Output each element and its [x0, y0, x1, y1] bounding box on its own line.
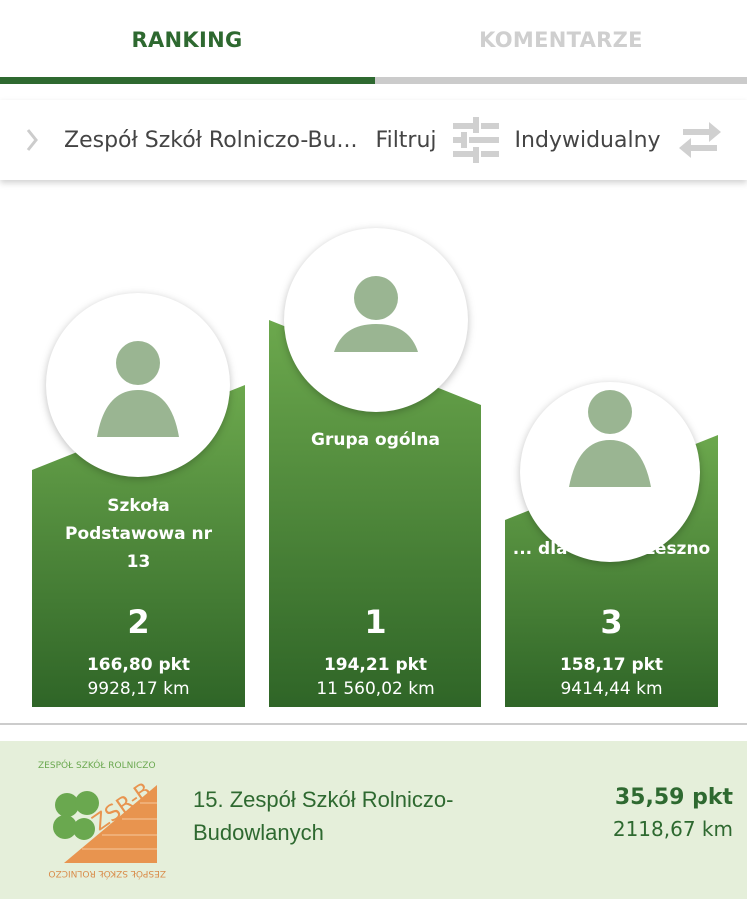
- podium-name-3: ... dla miasta Leszno: [512, 539, 711, 559]
- tab-komentarze[interactable]: KOMENTARZE: [479, 28, 643, 52]
- school-logo: ZESPÓŁ SZKÓŁ ROLNICZO ZESPÓŁ SZKÓŁ ROLNI…: [38, 759, 166, 880]
- swap-arrows-icon[interactable]: [677, 120, 723, 160]
- podium-name-2: Szkoła Podstawowa nr 13: [65, 496, 212, 572]
- current-school-km: 2118,67 km: [612, 817, 733, 841]
- sliders-icon[interactable]: [451, 115, 501, 165]
- current-school-row[interactable]: ZESPÓŁ SZKÓŁ ROLNICZO ZESPÓŁ SZKÓŁ ROLNI…: [0, 741, 747, 899]
- podium-km-3: 9414,44 km: [560, 679, 663, 699]
- tab-bar: RANKING KOMENTARZE: [0, 0, 747, 84]
- podium-points-3: 158,17 pkt: [559, 655, 664, 675]
- podium-rank-1: 1: [364, 603, 387, 641]
- podium-block-1: [269, 320, 481, 707]
- mode-selector[interactable]: Indywidualny: [514, 127, 661, 153]
- current-school-points: 35,59 pkt: [614, 785, 733, 810]
- podium-block-2: [32, 385, 245, 707]
- podium-name-1: Grupa ogólna: [311, 430, 440, 450]
- filter-bar: Zespół Szkół Rolniczo-Bu... Filtruj Indy…: [0, 100, 747, 180]
- avatar-2[interactable]: [46, 293, 230, 477]
- podium-rank-3: 3: [600, 603, 623, 641]
- podium-km-2: 9928,17 km: [87, 679, 190, 699]
- podium-points-1: 194,21 pkt: [323, 655, 428, 675]
- podium-km-1: 11 560,02 km: [316, 679, 435, 699]
- divider: [0, 723, 747, 725]
- podium-rank-2: 2: [127, 603, 150, 641]
- current-school-name: 15. Zespół Szkół Rolniczo-Budowlanych: [193, 787, 454, 845]
- svg-text:ZESPÓŁ SZKÓŁ ROLNICZO: ZESPÓŁ SZKÓŁ ROLNICZO: [38, 759, 156, 771]
- chevron-right-icon[interactable]: [22, 125, 42, 155]
- podium: Szkoła Podstawowa nr 13 2 166,80 pkt 992…: [0, 200, 747, 720]
- school-selector[interactable]: Zespół Szkół Rolniczo-Bu...: [64, 127, 358, 153]
- filter-label[interactable]: Filtruj: [375, 127, 437, 153]
- avatar-1[interactable]: [284, 228, 468, 412]
- tab-indicator-inactive: [375, 77, 747, 84]
- tab-indicator-active: [0, 77, 375, 84]
- tab-ranking[interactable]: RANKING: [131, 28, 243, 52]
- avatar-3[interactable]: [520, 382, 700, 562]
- svg-text:ZESPÓŁ SZKÓŁ ROLNICZO: ZESPÓŁ SZKÓŁ ROLNICZO: [48, 868, 166, 880]
- podium-points-2: 166,80 pkt: [86, 655, 191, 675]
